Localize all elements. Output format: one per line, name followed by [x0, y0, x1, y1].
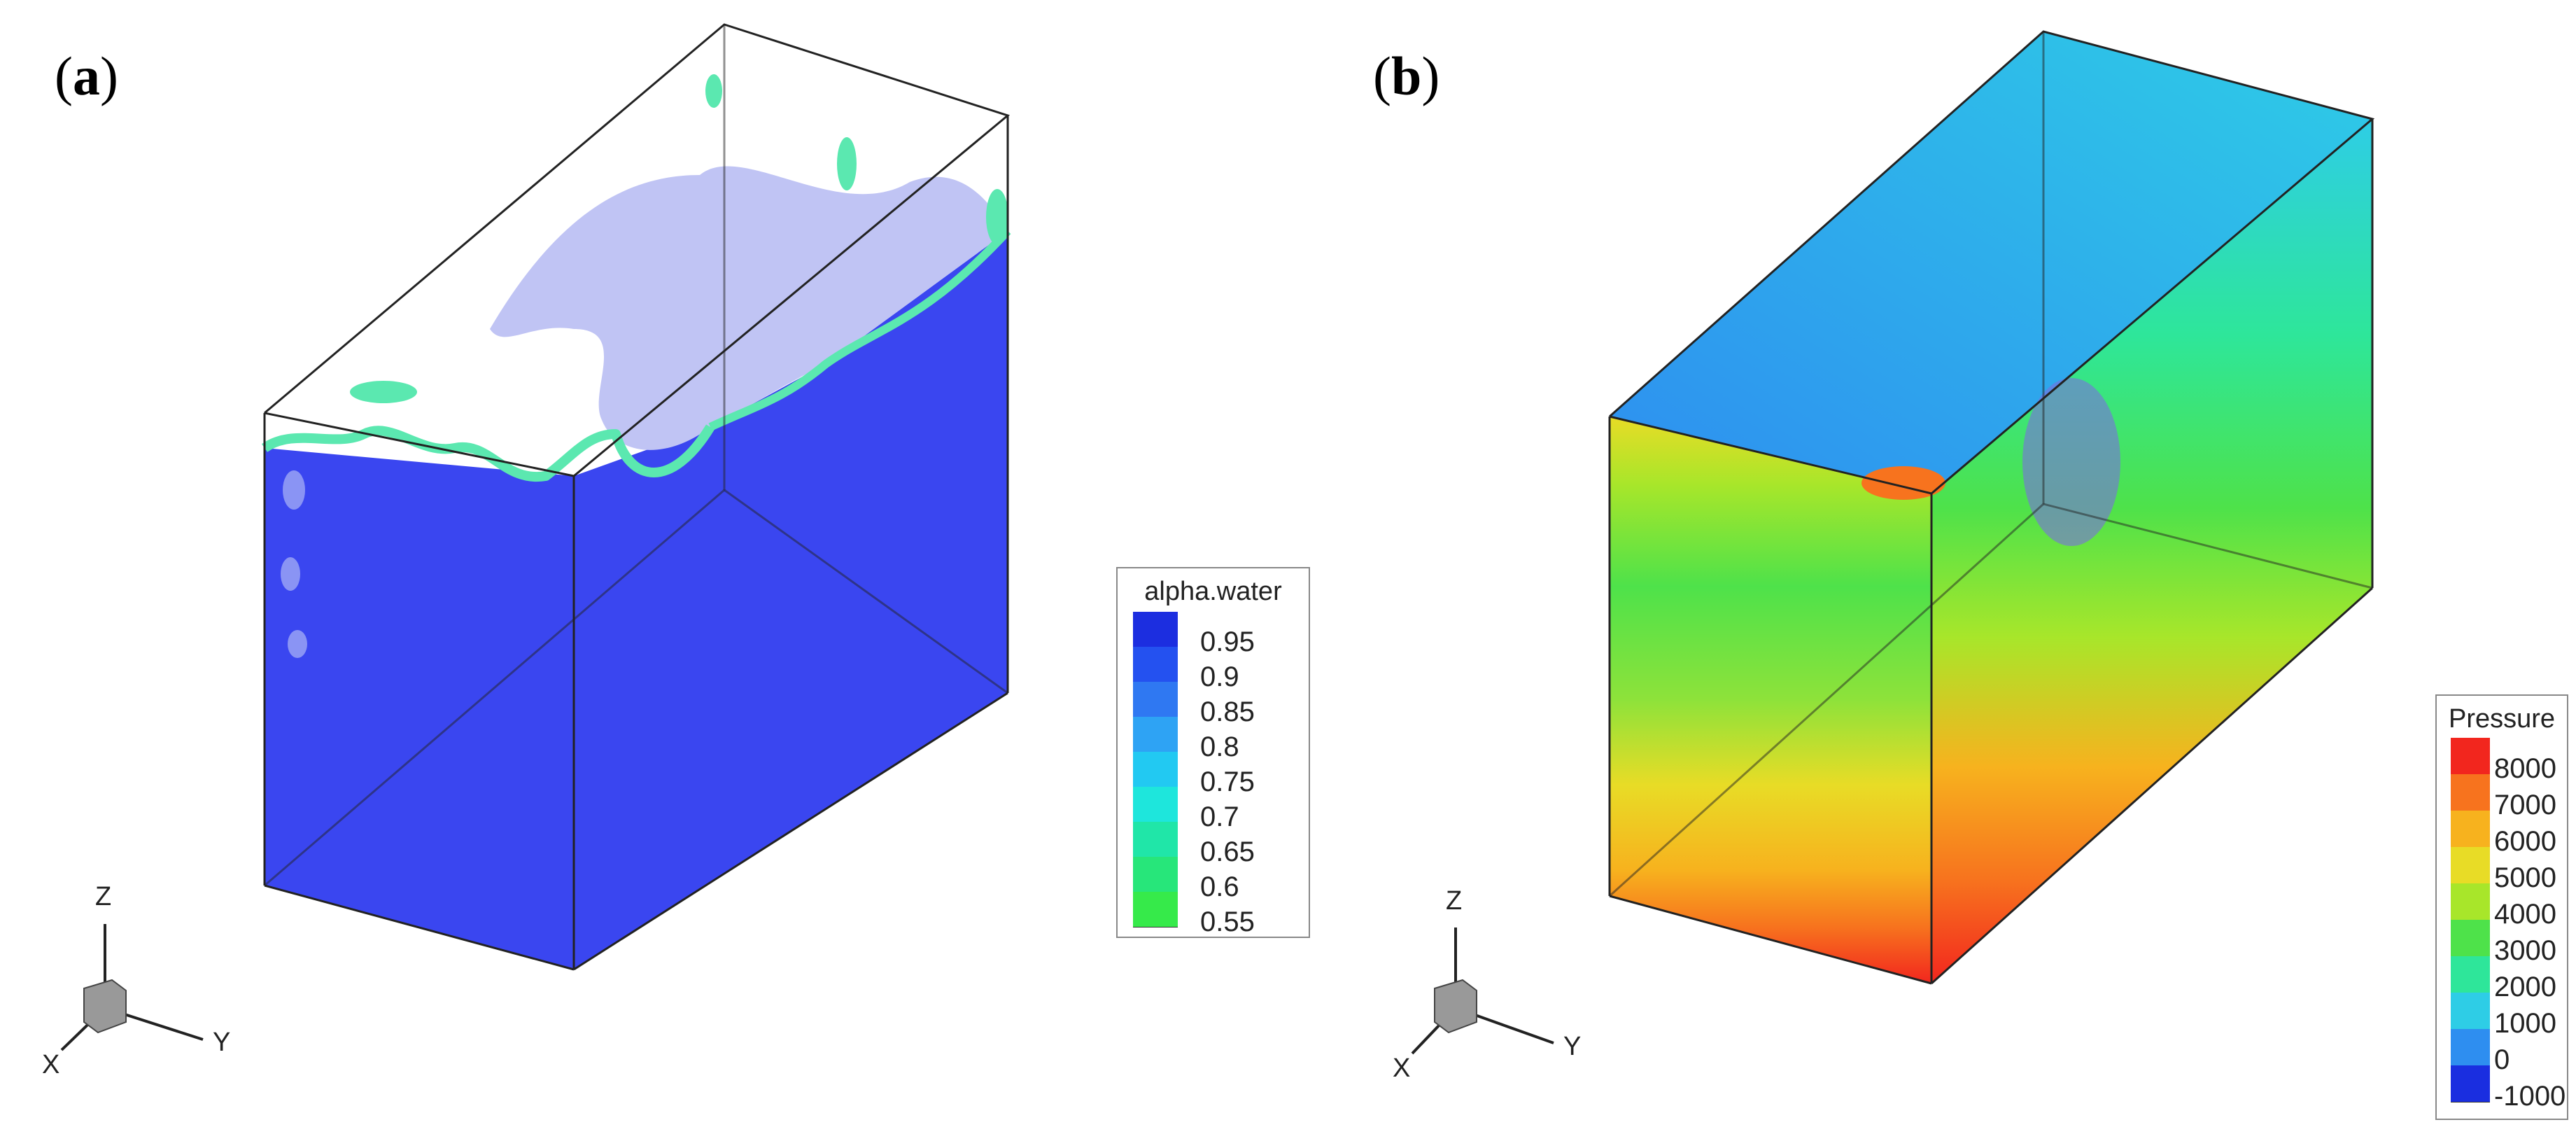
legend-entry-label: 0.6 — [1200, 872, 1239, 902]
axis-z-label: Z — [95, 882, 112, 911]
water-front-face — [265, 448, 574, 969]
legend-entry-label: 1000 — [2494, 1008, 2556, 1039]
legend-entry-label: 0.8 — [1200, 732, 1239, 762]
pressure-top-face — [1610, 31, 2372, 493]
legend-entry-label: 0.65 — [1200, 836, 1255, 867]
interface-blob — [837, 137, 857, 190]
axis-x-label: X — [42, 1050, 60, 1079]
interface-blob — [986, 189, 1008, 245]
legend-title: Pressure — [2448, 704, 2556, 734]
legend-swatch — [1133, 717, 1178, 752]
legend-swatch — [1133, 857, 1178, 892]
panel-a-box — [261, 23, 1011, 971]
legend-swatch — [1133, 752, 1178, 788]
box-frame — [263, 23, 1011, 971]
pressure-hot-spot — [1861, 466, 1945, 500]
pressure-front-face — [1610, 416, 1931, 983]
label-paren-close: ) — [1421, 46, 1440, 106]
legend-pressure: Pressure 8000 7000 6000 5000 4000 3000 2000 100… — [2435, 694, 2568, 1120]
legend-entry-label: 0.85 — [1200, 696, 1255, 727]
legend-entry-label: 7000 — [2494, 790, 2556, 820]
legend-swatch — [1133, 647, 1178, 682]
bubble — [288, 630, 307, 658]
bubble — [283, 470, 305, 510]
interface-blob — [705, 74, 722, 108]
legend-swatch — [1133, 787, 1178, 822]
legend-entry-label: 0.9 — [1200, 662, 1239, 692]
legend-swatch — [1133, 892, 1178, 927]
legend-entry-label: 0.95 — [1200, 626, 1255, 657]
water-side-face — [574, 231, 1008, 969]
legend-swatch — [1133, 822, 1178, 858]
legend-entry-label: 3000 — [2494, 935, 2556, 966]
legend-entry-label: 8000 — [2494, 753, 2556, 784]
interface-edge — [261, 424, 715, 482]
legend-swatch — [2451, 993, 2490, 1030]
legend-title: alpha.water — [1144, 577, 1282, 606]
legend-entry-label: 5000 — [2494, 862, 2556, 893]
label-letter: a — [72, 46, 100, 106]
panel-b-label: (b) — [1373, 45, 1440, 108]
pressure-side-face — [1931, 119, 2372, 983]
interface-edge — [708, 227, 1011, 431]
legend-alpha-water: alpha.water 0.95 0.9 0.85 0.8 0.75 0.7 0.65 0.6… — [1116, 567, 1310, 938]
label-paren-open: ( — [55, 46, 73, 106]
legend-swatch — [1133, 612, 1178, 648]
legend-swatch — [2451, 1065, 2490, 1102]
legend-swatch — [2451, 847, 2490, 884]
label-letter: b — [1391, 46, 1422, 106]
label-paren-close: ) — [99, 46, 118, 106]
panel-a-label: (a) — [55, 45, 118, 108]
legend-entry-label: 0.55 — [1200, 906, 1255, 937]
panel-b-box — [1608, 30, 2375, 985]
interface-blob — [350, 381, 417, 403]
axis-z-label: Z — [1446, 886, 1463, 916]
legend-swatch — [1133, 682, 1178, 718]
legend-swatch — [2451, 920, 2490, 957]
legend-entry-label: -1000 — [2494, 1081, 2566, 1112]
bubble — [281, 557, 300, 591]
legend-swatch — [2451, 956, 2490, 993]
legend-entry-label: 4000 — [2494, 899, 2556, 930]
legend-entry-label: 0.7 — [1200, 802, 1239, 832]
legend-entry-label: 0 — [2494, 1044, 2510, 1075]
legend-swatch — [2451, 811, 2490, 848]
legend-entry-label: 6000 — [2494, 826, 2556, 857]
legend-swatch — [2451, 883, 2490, 920]
axis-y-label: Y — [1563, 1032, 1582, 1061]
label-paren-open: ( — [1373, 46, 1391, 106]
legend-swatch — [2451, 1029, 2490, 1066]
axis-triad-b — [1411, 927, 1554, 1055]
legend-entry-label: 0.75 — [1200, 766, 1255, 797]
box-frame — [1608, 30, 2375, 985]
legend-swatch — [2451, 774, 2490, 811]
air-region — [490, 166, 1008, 450]
legend-entry-label: 2000 — [2494, 972, 2556, 1002]
axis-y-label: Y — [213, 1028, 231, 1057]
axis-triad-a — [60, 924, 204, 1051]
axis-x-label: X — [1393, 1054, 1411, 1083]
legend-swatch — [2451, 738, 2490, 775]
